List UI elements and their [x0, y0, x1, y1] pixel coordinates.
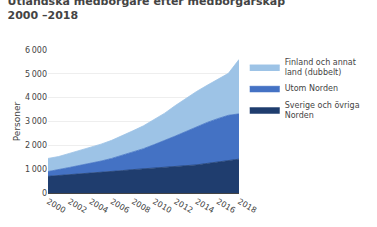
svg-text:2006: 2006 — [109, 197, 131, 215]
svg-text:3 000: 3 000 — [25, 117, 47, 126]
svg-text:Personer: Personer — [12, 101, 22, 141]
svg-text:2018: 2018 — [236, 197, 258, 215]
svg-text:4 000: 4 000 — [25, 93, 47, 102]
svg-text:Sverige och övrigaNorden: Sverige och övrigaNorden — [285, 101, 360, 120]
svg-text:2010: 2010 — [151, 197, 173, 215]
svg-text:2014: 2014 — [194, 197, 216, 215]
svg-text:2002: 2002 — [66, 197, 88, 215]
svg-text:6 000: 6 000 — [25, 46, 47, 55]
svg-text:Finland och annatland (dubbelt: Finland och annatland (dubbelt) — [285, 58, 356, 77]
svg-text:2004: 2004 — [87, 197, 109, 215]
svg-text:2012: 2012 — [172, 197, 194, 215]
svg-text:2016: 2016 — [215, 197, 237, 215]
svg-text:2008: 2008 — [130, 197, 152, 215]
svg-text:Utom Norden: Utom Norden — [285, 84, 338, 93]
svg-text:2 000: 2 000 — [25, 141, 47, 150]
svg-text:Utländska medborgare efter med: Utländska medborgare efter medborgarskap… — [8, 0, 286, 22]
svg-text:5 000: 5 000 — [25, 70, 47, 79]
svg-text:0: 0 — [42, 189, 47, 198]
svg-text:1 000: 1 000 — [25, 165, 47, 174]
svg-text:2000: 2000 — [45, 197, 67, 215]
